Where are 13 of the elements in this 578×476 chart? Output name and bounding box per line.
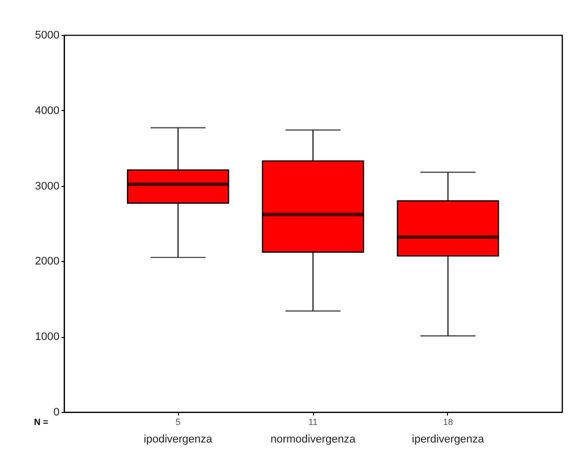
y-tick-label: 0 [53, 406, 60, 418]
y-tick-label: 3000 [35, 180, 60, 192]
x-tick-label: iperdivergenza [412, 434, 485, 446]
text: 11 [308, 417, 318, 427]
y-tick-label: 5000 [35, 30, 60, 42]
x-tick-label: ipodivergenza [144, 434, 214, 446]
y-tick-label: 1000 [35, 331, 60, 344]
y-tick-label: 2000 [35, 256, 60, 268]
text: N = [34, 417, 48, 427]
y-tick-label: 4000 [35, 104, 60, 117]
text: 18 [442, 417, 453, 427]
text: 5 [176, 417, 181, 427]
x-tick-label: normodivergenza [270, 434, 356, 446]
